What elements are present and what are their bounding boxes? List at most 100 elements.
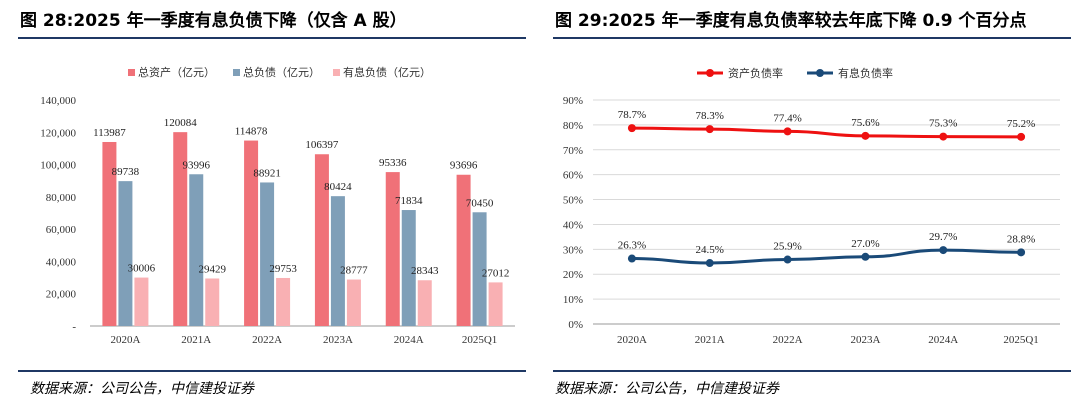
legend-label: 总资产（亿元）: [138, 65, 215, 79]
x-tick-label: 2023A: [850, 334, 880, 346]
bar: [189, 174, 204, 326]
bar-value-label: 113987: [93, 127, 126, 139]
series-line: [631, 248, 1022, 265]
bar-value-label: 29429: [199, 263, 227, 275]
data-label: 28.8%: [1007, 233, 1035, 245]
line-chart-source: 数据来源：公司公告，中信建投证券: [555, 381, 779, 397]
y-tick-label: 20%: [563, 269, 583, 281]
bar-value-label: 106397: [305, 139, 339, 151]
bar-value-label: 95336: [379, 157, 407, 169]
footer-divider: [553, 370, 1071, 372]
bar: [330, 196, 345, 326]
x-tick-label: 2024A: [394, 334, 424, 346]
data-point: [939, 132, 948, 141]
y-tick-label: 80%: [563, 120, 583, 132]
y-tick-label: 30%: [563, 244, 583, 256]
x-tick-label: 2022A: [252, 334, 282, 346]
x-tick-label: 2025Q1: [1003, 334, 1038, 346]
bar-value-label: 28343: [411, 265, 439, 277]
bar-chart-panel: 图 28:2025 年一季度有息负债下降（仅含 A 股） 总资产（亿元） 总负债（…: [0, 0, 535, 408]
data-label: 75.6%: [851, 117, 879, 129]
y-tick-label: 100,000: [40, 160, 76, 172]
legend-swatch: [333, 69, 340, 76]
bar-value-label: 80424: [324, 181, 352, 193]
data-point: [705, 125, 714, 134]
legend-label: 总负债（亿元）: [243, 65, 320, 79]
bar: [276, 277, 291, 326]
data-label: 24.5%: [696, 244, 724, 256]
data-label: 77.4%: [773, 112, 801, 124]
data-point: [861, 131, 870, 140]
bar-chart: 总资产（亿元） 总负债（亿元） 有息负债（亿元） - 20,000 40,000 60,00…: [40, 65, 515, 346]
data-label: 29.7%: [929, 231, 957, 243]
y-tick-label: 40,000: [46, 256, 77, 268]
data-label: 26.3%: [618, 240, 646, 252]
data-point: [705, 259, 714, 268]
x-tick-label: 2023A: [323, 334, 353, 346]
data-point: [1017, 132, 1026, 141]
bar: [346, 279, 361, 326]
bar-value-label: 93996: [183, 159, 211, 171]
bar: [401, 210, 416, 326]
y-tick-label: 80,000: [46, 192, 77, 204]
x-tick-label: 2024A: [928, 334, 958, 346]
title-divider: [18, 37, 526, 39]
bar-value-label: 93696: [450, 160, 478, 172]
line-chart-title: 图 29:2025 年一季度有息负债率较去年底下降 0.9 个百分点: [555, 11, 1027, 31]
y-tick-label: 70%: [563, 145, 583, 157]
y-tick-label: 60,000: [46, 224, 77, 236]
y-tick-label: 20,000: [46, 289, 77, 301]
legend-marker: [816, 69, 824, 77]
x-tick-label: 2020A: [110, 334, 140, 346]
bar: [456, 174, 471, 326]
bar-chart-source: 数据来源：公司公告，中信建投证券: [30, 381, 254, 397]
legend-swatch: [233, 69, 240, 76]
data-point: [1017, 248, 1026, 257]
y-tick-label: 0%: [568, 319, 583, 331]
x-tick-label: 2025Q1: [462, 334, 497, 346]
bar-chart-title: 图 28:2025 年一季度有息负债下降（仅含 A 股）: [20, 11, 407, 31]
y-tick-label: -: [72, 321, 76, 333]
bar-value-label: 71834: [395, 195, 423, 207]
y-tick-label: 10%: [563, 294, 583, 306]
bar: [472, 212, 487, 326]
bar: [244, 140, 259, 326]
data-point: [861, 252, 870, 261]
bar: [134, 277, 149, 326]
data-label: 27.0%: [851, 238, 879, 250]
data-label: 75.2%: [1007, 118, 1035, 130]
y-tick-label: 40%: [563, 219, 583, 231]
bar-value-label: 114878: [235, 126, 268, 138]
title-divider: [553, 37, 1071, 39]
data-label: 75.3%: [929, 118, 957, 130]
bar: [488, 282, 503, 326]
x-tick-label: 2020A: [617, 334, 647, 346]
bar: [260, 182, 275, 326]
data-label: 25.9%: [773, 241, 801, 253]
y-tick-label: 140,000: [40, 95, 76, 107]
legend-label: 有息负债率: [838, 66, 893, 80]
data-point: [939, 246, 948, 255]
legend-marker: [706, 69, 714, 77]
bar: [417, 280, 432, 326]
bar: [173, 132, 188, 326]
y-tick-label: 90%: [563, 95, 583, 107]
bar: [102, 141, 117, 326]
x-tick-label: 2021A: [695, 334, 725, 346]
x-tick-label: 2021A: [181, 334, 211, 346]
line-chart: 0% 10% 20% 30% 40% 50% 60% 70% 80% 90% 资产负债率 有息负债率 2…: [563, 66, 1060, 346]
line-chart-panel: 图 29:2025 年一季度有息负债率较去年底下降 0.9 个百分点 0% 10%…: [545, 0, 1080, 408]
footer-divider: [18, 370, 526, 372]
y-tick-label: 50%: [563, 195, 583, 207]
series-line: [631, 126, 1022, 139]
bar-value-label: 88921: [253, 167, 281, 179]
bar-value-label: 70450: [466, 197, 494, 209]
bar-value-label: 89738: [112, 166, 140, 178]
bar-value-label: 30006: [128, 263, 156, 275]
data-point: [783, 127, 792, 136]
bar-value-label: 28777: [340, 265, 368, 277]
data-point: [627, 254, 636, 263]
data-label: 78.3%: [696, 110, 724, 122]
data-label: 78.7%: [618, 109, 646, 121]
legend-swatch: [128, 69, 135, 76]
